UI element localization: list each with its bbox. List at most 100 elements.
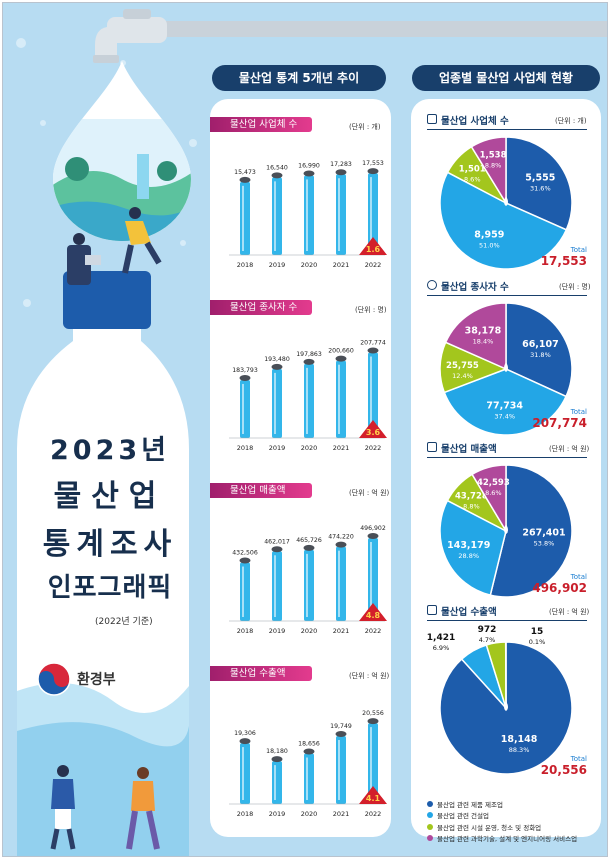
water-drop-icon: [504, 701, 508, 711]
bar-2021: [336, 174, 346, 255]
pie-percent-label: 18.4%: [473, 338, 494, 346]
tick-label: 2021: [333, 627, 350, 635]
bar-2021: [336, 736, 346, 804]
bar-unit-employees: (단위 : 명): [355, 306, 387, 314]
legend-dot: [427, 800, 433, 807]
bar-2020: [304, 549, 314, 621]
bar-highlight: [242, 383, 244, 434]
pie-percent-label: 8.8%: [463, 502, 480, 510]
bar-value-label: 462,017: [264, 538, 290, 545]
growth-triangle: [359, 603, 387, 621]
bar-unit-companies: (단위 : 개): [349, 123, 381, 131]
total-label-exports: Total: [570, 755, 587, 763]
bar-highlight: [274, 765, 276, 800]
divider: [427, 457, 587, 458]
bar-value-label: 16,540: [266, 164, 288, 171]
pie-slice-2: [443, 368, 568, 436]
pie-value-label: 43,728: [455, 491, 488, 501]
legend-dot: [427, 812, 433, 819]
legend-label: 물산업 관련 과학기술, 설계 및 엔지니어링 서비스업: [437, 835, 578, 844]
main-title-line3: 통계조사: [42, 527, 178, 562]
bar-unit-exports: (단위 : 억 원): [349, 672, 390, 680]
bar-highlight: [274, 181, 276, 251]
taegeuk-logo-icon: [37, 662, 71, 696]
growth-rate-label: 1.6: [366, 245, 381, 254]
tick-label: 2020: [301, 444, 318, 452]
pie-value-label: 972: [478, 625, 497, 635]
base-year-note: (2022년 기준): [95, 617, 153, 627]
bar-highlight: [338, 740, 340, 800]
person-icon: [427, 280, 437, 290]
bar-value-label: 193,480: [264, 356, 290, 363]
tick-label: 2020: [301, 810, 318, 818]
pie-title-companies-text: 물산업 사업체 수: [441, 116, 509, 127]
bar-value-label: 197,863: [296, 351, 322, 358]
pie-value-label: 5,555: [525, 173, 555, 184]
pie-unit-companies: (단위 : 개): [555, 117, 587, 125]
bar-value-label: 20,556: [362, 710, 384, 717]
right-column-header: 업종별 물산업 사업체 현황: [412, 65, 600, 91]
tick-label: 2022: [365, 627, 382, 635]
pie-value-label: 15: [531, 627, 544, 637]
legend-label: 물산업 관련 건설업: [437, 812, 489, 821]
divider: [427, 129, 587, 130]
pie-value-label: 66,107: [522, 339, 559, 350]
total-value-employees: 207,774: [532, 416, 587, 430]
main-title-line1: 2023년: [50, 435, 170, 466]
legend-dot: [427, 835, 433, 842]
pie-value-label: 1,501: [459, 164, 486, 174]
total-value-sales: 496,902: [532, 581, 587, 595]
growth-triangle: [359, 786, 387, 804]
people-on-bottle-illustration: [67, 207, 162, 285]
bar-cap: [239, 176, 251, 183]
pie-percent-label: 31.8%: [530, 351, 551, 359]
pie-value-label: 25,755: [446, 361, 479, 371]
growth-triangle: [359, 420, 387, 438]
bar-highlight: [338, 550, 340, 617]
pie-percent-label: 53.8%: [534, 540, 555, 548]
pie-percent-label: 6.9%: [433, 644, 450, 652]
ministry-name: 환경부: [77, 672, 116, 688]
bar-highlight: [242, 185, 244, 251]
bar-cap: [239, 374, 251, 381]
money-icon: [427, 442, 437, 452]
total-value-companies: 17,553: [540, 254, 587, 268]
pie-percent-label: 8.6%: [485, 489, 502, 497]
bar-cap: [303, 544, 315, 551]
bar-value-label: 474,220: [328, 534, 354, 541]
pie-title-sales: 물산업 매출액: [427, 441, 497, 455]
bar-cap: [367, 347, 379, 354]
tick-label: 2018: [237, 627, 254, 635]
pie-slice-1: [489, 464, 573, 598]
bar-value-label: 183,793: [232, 367, 258, 374]
bar-2018: [240, 562, 250, 621]
bar-cap: [303, 358, 315, 365]
tick-label: 2022: [365, 444, 382, 452]
pie-slice-4: [470, 136, 507, 206]
total-value-exports: 20,556: [540, 763, 587, 777]
legend-item-operation: 물산업 관련 시설 운영, 청소 및 정화업: [427, 821, 577, 833]
ministry-logo: 환경부: [37, 662, 116, 696]
bar-cap: [271, 172, 283, 179]
bar-unit-sales: (단위 : 억 원): [349, 489, 390, 497]
total-label-sales: Total: [570, 573, 587, 581]
divider: [427, 620, 587, 621]
bar-value-label: 496,902: [360, 525, 386, 532]
bar-value-label: 18,656: [298, 741, 320, 748]
tick-label: 2020: [301, 627, 318, 635]
bar-value-label: 19,306: [234, 730, 256, 737]
pie-value-label: 1,421: [427, 633, 455, 643]
tick-label: 2019: [269, 627, 286, 635]
pie-slice-1: [505, 136, 573, 231]
tick-label: 2021: [333, 261, 350, 269]
tick-label: 2022: [365, 810, 382, 818]
bar-cap: [271, 756, 283, 763]
water-drop-icon: [504, 362, 508, 372]
pie-value-label: 38,178: [465, 326, 502, 337]
pie-slice-1: [505, 302, 573, 398]
bar-value-label: 17,553: [362, 160, 384, 167]
growth-rate-label: 4.1: [366, 794, 381, 803]
bar-chart-sales: 432,506 2018 462,017 2019 465,726 2020 474,220…: [229, 525, 387, 635]
